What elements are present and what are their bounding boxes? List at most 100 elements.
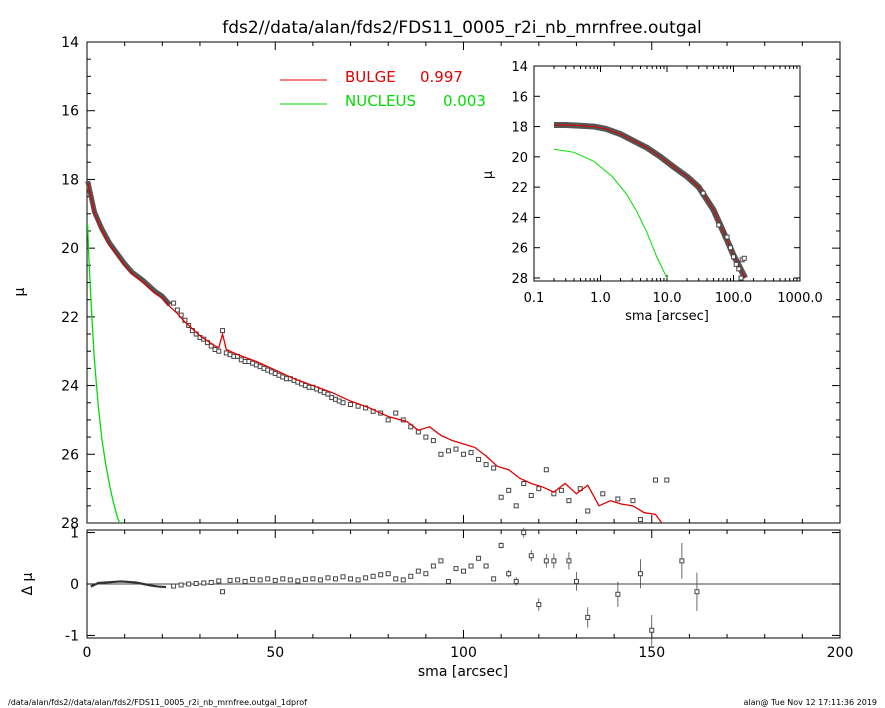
footer-path: /data/alan/fds2//data/alan/fds2/FDS11_00… [8, 698, 307, 707]
residual-point [585, 614, 591, 620]
main-inner-data-band [85, 180, 172, 307]
residual-point [528, 553, 534, 559]
residual-point [325, 575, 331, 581]
inset-xtick-label: 100.0 [715, 291, 752, 306]
main-ytick-label: 16 [61, 104, 79, 120]
residual-point [468, 563, 474, 569]
inset-data-point [727, 245, 733, 251]
main-data-point [453, 446, 459, 452]
residual-point [615, 591, 621, 597]
residual-xtick-label: 200 [827, 645, 854, 661]
residual-y-axis-label: Δ μ [20, 572, 36, 595]
residual-point [171, 583, 177, 589]
main-data-point [171, 300, 177, 306]
residual-point [242, 578, 248, 584]
main-data-point [438, 451, 444, 457]
inset-xtick-label: 10.0 [653, 291, 682, 306]
residual-point [201, 580, 207, 586]
footer-user-date: alan@ Tue Nov 12 17:11:36 2019 [743, 698, 877, 707]
nucleus-model-line [87, 224, 121, 523]
residual-point [543, 558, 549, 564]
main-data-point [566, 498, 572, 504]
residual-point [476, 555, 482, 561]
main-data-point [630, 498, 636, 504]
residual-point [566, 558, 572, 564]
main-ytick-label: 20 [61, 241, 79, 257]
residual-ytick-label: 1 [70, 526, 79, 542]
residual-point [506, 571, 512, 577]
residual-point [423, 571, 429, 577]
inset-data-point [741, 255, 747, 261]
main-data-point [325, 391, 331, 397]
main-data-point [543, 467, 549, 473]
residual-x-axis-label: sma [arcsec] [418, 664, 508, 680]
residual-point [694, 589, 700, 595]
inset-model-lines [553, 122, 748, 281]
main-data-point [468, 450, 474, 456]
residual-point [400, 577, 406, 583]
inset-plot-frame [533, 65, 801, 282]
residual-point [250, 576, 256, 582]
residual-inner-band [90, 580, 167, 589]
main-ytick-label: 14 [61, 35, 79, 51]
residual-point [513, 578, 519, 584]
main-data-point [528, 493, 534, 499]
residual-point [551, 558, 557, 564]
residual-point [235, 577, 241, 583]
main-data-point [653, 477, 659, 483]
residual-point [363, 575, 369, 581]
residual-point [521, 530, 527, 536]
main-data-point [536, 486, 542, 492]
residual-point [310, 576, 316, 582]
residual-point [370, 573, 376, 579]
main-data-point [615, 496, 621, 502]
residual-point [220, 589, 226, 595]
main-data-point [348, 401, 354, 407]
main-ytick-label: 24 [61, 379, 79, 395]
inset-data-point [716, 222, 722, 228]
residual-point [483, 563, 489, 569]
residual-point [491, 576, 497, 582]
main-data-point [558, 487, 564, 493]
main-data-point [461, 451, 466, 457]
main-ytick-label: 28 [61, 516, 79, 532]
residual-point [415, 568, 421, 574]
legend: BULGE 0.997 NUCLEUS 0.003 [280, 68, 486, 110]
main-data-point [385, 417, 391, 423]
residual-point [265, 576, 271, 582]
legend-nucleus-label: NUCLEUS [345, 92, 416, 110]
residual-point [536, 602, 542, 608]
main-data-point [600, 491, 606, 497]
residual-point [280, 576, 286, 582]
residual-point [193, 580, 199, 586]
inset-x-axis-label: sma [arcsec] [625, 309, 709, 324]
residual-point [385, 571, 391, 577]
residual-point [227, 577, 233, 583]
bulge-model-line [87, 182, 663, 523]
main-data-point [585, 508, 591, 514]
inset-data-point [738, 275, 744, 281]
residual-point [186, 581, 192, 587]
main-data-point [445, 448, 451, 454]
main-data-point [216, 348, 222, 354]
residual-point [348, 576, 354, 582]
legend-bulge-label: BULGE [345, 68, 396, 86]
inset-xtick-label: 0.1 [524, 291, 545, 306]
residual-point [649, 627, 655, 633]
main-ytick-label: 22 [61, 310, 79, 326]
main-data-point [423, 434, 429, 440]
main-data-point [476, 456, 482, 462]
residual-point [257, 577, 263, 583]
residual-ytick-label: 0 [70, 577, 79, 593]
main-data-point [491, 465, 497, 471]
main-data-point [393, 410, 399, 416]
residual-point [430, 563, 436, 569]
inset-ytick-label: 22 [511, 181, 528, 196]
residual-point [637, 571, 643, 577]
residual-xtick-label: 100 [450, 645, 477, 661]
legend-bulge-value: 0.997 [420, 68, 463, 86]
residual-point [216, 578, 222, 584]
residual-point [317, 577, 323, 583]
